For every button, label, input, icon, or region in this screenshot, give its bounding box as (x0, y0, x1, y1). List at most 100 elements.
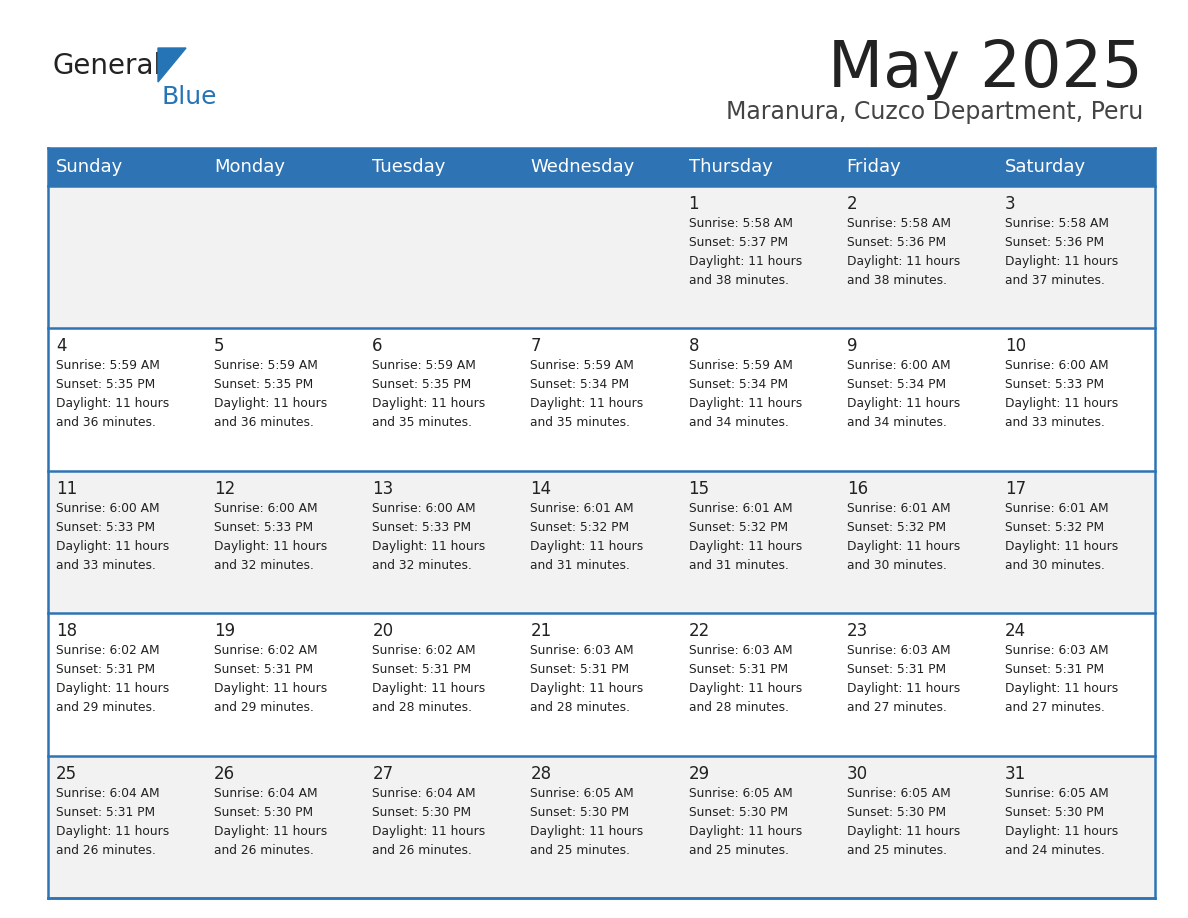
Text: Sunrise: 5:59 AM: Sunrise: 5:59 AM (372, 360, 476, 373)
Bar (997, 329, 1155, 471)
Text: Sunday: Sunday (56, 158, 124, 176)
Text: Daylight: 11 hours: Daylight: 11 hours (847, 397, 960, 410)
Text: Sunrise: 5:58 AM: Sunrise: 5:58 AM (1005, 217, 1108, 230)
Text: Sunset: 5:31 PM: Sunset: 5:31 PM (847, 663, 946, 677)
Bar (839, 329, 997, 471)
Text: and 29 minutes.: and 29 minutes. (56, 701, 156, 714)
Text: Daylight: 11 hours: Daylight: 11 hours (847, 824, 960, 837)
Bar (207, 186, 365, 329)
Text: and 31 minutes.: and 31 minutes. (689, 559, 789, 572)
Text: Wednesday: Wednesday (530, 158, 634, 176)
Text: Sunset: 5:31 PM: Sunset: 5:31 PM (689, 663, 788, 677)
Text: Sunrise: 6:00 AM: Sunrise: 6:00 AM (1005, 360, 1108, 373)
Text: and 36 minutes.: and 36 minutes. (214, 417, 314, 430)
Text: Sunrise: 6:04 AM: Sunrise: 6:04 AM (214, 787, 317, 800)
Text: Sunset: 5:30 PM: Sunset: 5:30 PM (214, 806, 314, 819)
Text: and 34 minutes.: and 34 minutes. (689, 417, 789, 430)
Text: Sunset: 5:31 PM: Sunset: 5:31 PM (372, 663, 472, 677)
Text: Daylight: 11 hours: Daylight: 11 hours (1005, 824, 1118, 837)
Text: Sunrise: 5:59 AM: Sunrise: 5:59 AM (689, 360, 792, 373)
Text: Sunrise: 5:58 AM: Sunrise: 5:58 AM (847, 217, 950, 230)
Bar (681, 756, 839, 898)
Text: Sunset: 5:34 PM: Sunset: 5:34 PM (530, 378, 630, 391)
Text: 8: 8 (689, 338, 699, 355)
Text: 4: 4 (56, 338, 67, 355)
Text: Daylight: 11 hours: Daylight: 11 hours (56, 397, 169, 410)
Text: Sunset: 5:30 PM: Sunset: 5:30 PM (1005, 806, 1104, 819)
Text: Sunrise: 5:58 AM: Sunrise: 5:58 AM (689, 217, 792, 230)
Bar (365, 471, 523, 613)
Bar (523, 471, 681, 613)
Text: Sunset: 5:37 PM: Sunset: 5:37 PM (689, 236, 788, 249)
Text: and 26 minutes.: and 26 minutes. (56, 844, 156, 856)
Text: Sunset: 5:32 PM: Sunset: 5:32 PM (530, 521, 630, 533)
Text: and 28 minutes.: and 28 minutes. (689, 701, 789, 714)
Text: Blue: Blue (162, 85, 217, 109)
Text: Sunset: 5:30 PM: Sunset: 5:30 PM (847, 806, 946, 819)
Text: Sunrise: 6:05 AM: Sunrise: 6:05 AM (530, 787, 634, 800)
Bar (207, 756, 365, 898)
Text: Daylight: 11 hours: Daylight: 11 hours (56, 824, 169, 837)
Bar (681, 186, 839, 329)
Text: Daylight: 11 hours: Daylight: 11 hours (56, 682, 169, 695)
Text: Daylight: 11 hours: Daylight: 11 hours (689, 824, 802, 837)
Text: 23: 23 (847, 622, 868, 640)
Text: Sunset: 5:32 PM: Sunset: 5:32 PM (1005, 521, 1104, 533)
Text: Sunrise: 6:00 AM: Sunrise: 6:00 AM (214, 502, 317, 515)
Bar (207, 471, 365, 613)
Text: 12: 12 (214, 480, 235, 498)
Text: 27: 27 (372, 765, 393, 783)
Text: 20: 20 (372, 622, 393, 640)
Bar (365, 186, 523, 329)
Bar (681, 471, 839, 613)
Text: Daylight: 11 hours: Daylight: 11 hours (530, 682, 644, 695)
Text: Daylight: 11 hours: Daylight: 11 hours (214, 540, 328, 553)
Text: 16: 16 (847, 480, 868, 498)
Text: Daylight: 11 hours: Daylight: 11 hours (1005, 540, 1118, 553)
Text: 13: 13 (372, 480, 393, 498)
Text: Sunrise: 6:05 AM: Sunrise: 6:05 AM (1005, 787, 1108, 800)
Text: Sunrise: 6:01 AM: Sunrise: 6:01 AM (530, 502, 634, 515)
Bar (48, 148, 1155, 186)
Text: and 38 minutes.: and 38 minutes. (689, 274, 789, 287)
Text: Sunrise: 6:04 AM: Sunrise: 6:04 AM (372, 787, 476, 800)
Text: 18: 18 (56, 622, 77, 640)
Bar (48, 186, 207, 329)
Text: Daylight: 11 hours: Daylight: 11 hours (372, 824, 486, 837)
Bar (997, 471, 1155, 613)
Bar (523, 186, 681, 329)
Text: 7: 7 (530, 338, 541, 355)
Text: Daylight: 11 hours: Daylight: 11 hours (689, 255, 802, 268)
Text: and 24 minutes.: and 24 minutes. (1005, 844, 1105, 856)
Bar (48, 329, 207, 471)
Text: Daylight: 11 hours: Daylight: 11 hours (530, 540, 644, 553)
Text: and 31 minutes.: and 31 minutes. (530, 559, 631, 572)
Text: Sunset: 5:30 PM: Sunset: 5:30 PM (689, 806, 788, 819)
Text: Daylight: 11 hours: Daylight: 11 hours (1005, 255, 1118, 268)
Text: Tuesday: Tuesday (372, 158, 446, 176)
Bar (839, 613, 997, 756)
Text: 24: 24 (1005, 622, 1026, 640)
Polygon shape (158, 48, 187, 82)
Text: Sunset: 5:31 PM: Sunset: 5:31 PM (56, 663, 156, 677)
Text: Sunrise: 6:01 AM: Sunrise: 6:01 AM (847, 502, 950, 515)
Text: Sunrise: 6:01 AM: Sunrise: 6:01 AM (689, 502, 792, 515)
Text: Daylight: 11 hours: Daylight: 11 hours (689, 682, 802, 695)
Text: Sunrise: 6:03 AM: Sunrise: 6:03 AM (689, 644, 792, 657)
Text: Daylight: 11 hours: Daylight: 11 hours (530, 397, 644, 410)
Text: 28: 28 (530, 765, 551, 783)
Bar (681, 613, 839, 756)
Text: Sunset: 5:31 PM: Sunset: 5:31 PM (530, 663, 630, 677)
Text: Sunset: 5:31 PM: Sunset: 5:31 PM (1005, 663, 1104, 677)
Text: 26: 26 (214, 765, 235, 783)
Text: Sunrise: 6:03 AM: Sunrise: 6:03 AM (530, 644, 634, 657)
Text: Daylight: 11 hours: Daylight: 11 hours (847, 255, 960, 268)
Text: Sunset: 5:36 PM: Sunset: 5:36 PM (1005, 236, 1104, 249)
Text: and 33 minutes.: and 33 minutes. (1005, 417, 1105, 430)
Text: and 25 minutes.: and 25 minutes. (847, 844, 947, 856)
Text: 31: 31 (1005, 765, 1026, 783)
Text: and 27 minutes.: and 27 minutes. (847, 701, 947, 714)
Text: 17: 17 (1005, 480, 1026, 498)
Text: Sunrise: 6:00 AM: Sunrise: 6:00 AM (372, 502, 476, 515)
Text: Sunrise: 6:00 AM: Sunrise: 6:00 AM (56, 502, 159, 515)
